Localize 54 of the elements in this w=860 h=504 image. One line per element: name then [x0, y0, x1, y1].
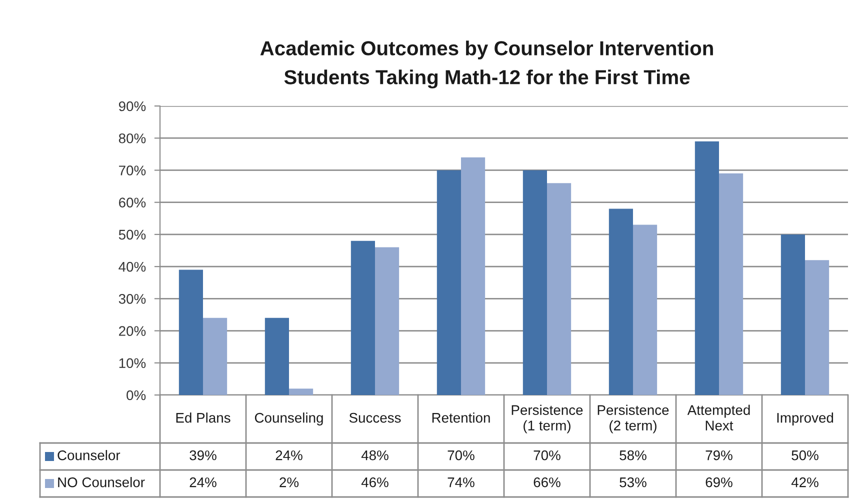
data-label: 24%: [276, 450, 302, 460]
data-label: 2%: [280, 477, 299, 488]
y-tick-label: 10%: [119, 358, 146, 368]
bar: [522, 170, 547, 395]
y-tick-label: 70%: [119, 166, 146, 176]
y-tick-label: 90%: [118, 101, 146, 112]
x-tick-label: Improved: [777, 412, 834, 426]
bar: [608, 208, 633, 395]
bar: [264, 318, 289, 395]
y-tick-label: 60%: [119, 198, 146, 208]
bar: [203, 318, 228, 395]
y-tick-label: 50%: [118, 230, 146, 240]
x-tick-label: Persistence (1 term): [512, 404, 583, 434]
bar: [719, 173, 744, 395]
x-tick-label: Counseling: [254, 412, 323, 426]
x-tick-label: Attempted Next: [687, 404, 750, 430]
data-label: 70%: [534, 450, 560, 460]
x-tick-label: Retention: [432, 412, 490, 423]
data-label: 74%: [448, 477, 474, 488]
x-tick-label: Success: [349, 412, 401, 423]
bar: [547, 183, 572, 395]
bar: [805, 260, 830, 395]
bar: [461, 157, 486, 395]
data-label: 24%: [190, 477, 216, 488]
x-tick-label: Persistence (2 term): [598, 404, 669, 434]
bar: [694, 141, 719, 395]
y-tick-label: 80%: [118, 133, 146, 144]
y-tick-label: 20%: [119, 326, 146, 336]
bar: [350, 240, 375, 395]
data-label: 48%: [361, 450, 388, 460]
data-label: 58%: [620, 450, 646, 460]
bar: [633, 224, 658, 395]
bar: [436, 170, 461, 395]
chart-subtitle: Students Taking Math-12 for the First Time: [284, 70, 690, 88]
data-label: 69%: [706, 477, 732, 488]
bar: [375, 247, 400, 395]
data-label: 53%: [620, 477, 646, 488]
y-tick-label: 30%: [118, 294, 146, 304]
bar: [178, 270, 203, 395]
bar: [289, 388, 314, 395]
data-label: 70%: [448, 450, 474, 460]
data-label: 42%: [791, 477, 818, 488]
y-tick-label: 0%: [126, 390, 146, 400]
legend-label: Counselor: [58, 450, 120, 460]
bar: [780, 234, 805, 395]
data-label: 79%: [706, 450, 732, 460]
legend-label: NO Counselor: [58, 477, 145, 488]
data-label: 46%: [361, 477, 388, 488]
x-tick-label: Ed Plans: [176, 412, 230, 423]
data-label: 66%: [534, 477, 560, 488]
y-tick-label: 40%: [118, 262, 146, 272]
data-label: 50%: [792, 450, 818, 460]
chart-title: Academic Outcomes by Counselor Intervention: [260, 40, 713, 60]
data-label: 39%: [190, 450, 216, 460]
